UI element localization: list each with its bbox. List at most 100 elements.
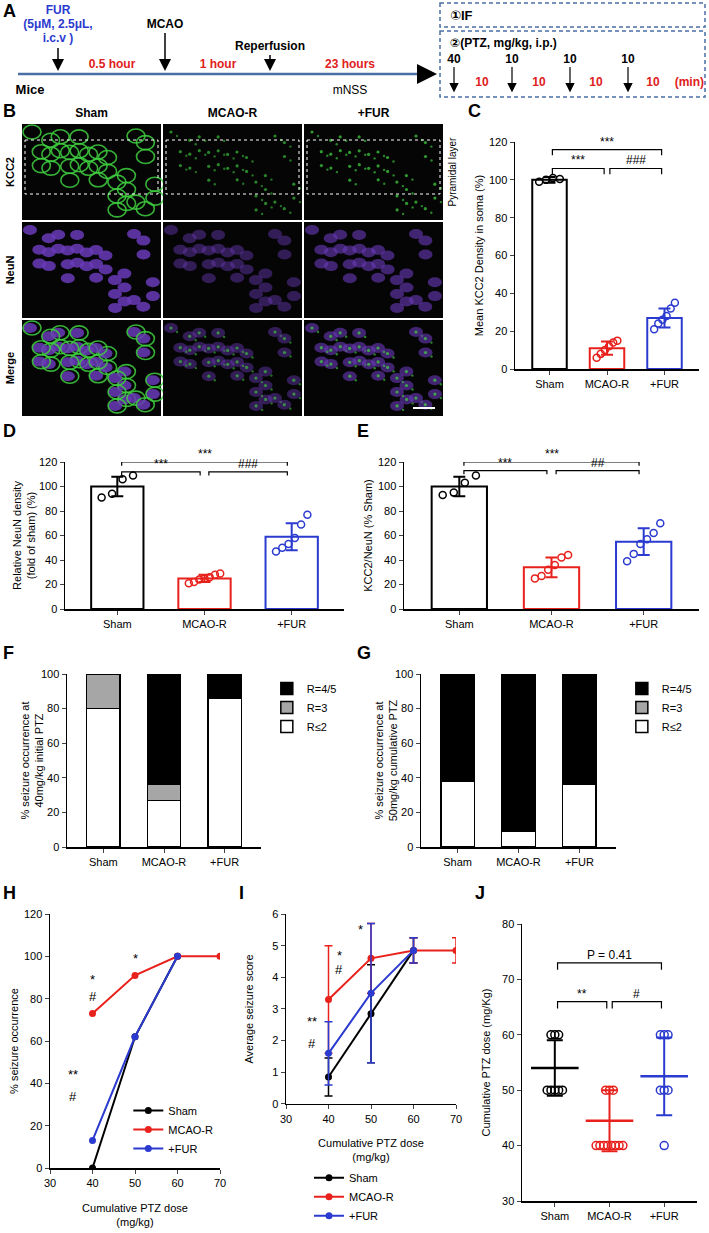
svg-text:30: 30 (280, 1113, 292, 1125)
svg-text:MCAO-R: MCAO-R (142, 856, 187, 868)
svg-text:1: 1 (272, 1066, 278, 1078)
svg-text:***: *** (545, 447, 559, 461)
svg-text:KCC2: KCC2 (4, 157, 16, 187)
svg-text:10: 10 (563, 52, 577, 66)
svg-text:40: 40 (86, 1177, 98, 1189)
svg-text:80: 80 (401, 702, 413, 714)
svg-text:100: 100 (24, 950, 42, 962)
svg-text:②(PTZ, mg/kg, i.p.): ②(PTZ, mg/kg, i.p.) (450, 36, 557, 50)
svg-text:R≤2: R≤2 (662, 721, 682, 733)
svg-text:Cumulative PTZ dose(mg/kg): Cumulative PTZ dose(mg/kg) (318, 1137, 424, 1163)
svg-text:120: 120 (489, 136, 507, 148)
svg-text:4: 4 (272, 971, 278, 983)
svg-text:5: 5 (272, 940, 278, 952)
svg-text:20: 20 (47, 806, 59, 818)
svg-text:80: 80 (45, 505, 57, 517)
svg-text:80: 80 (47, 702, 59, 714)
svg-text:Sham: Sham (443, 856, 472, 868)
svg-text:60: 60 (171, 1177, 183, 1189)
svg-text:MCAO: MCAO (147, 17, 184, 31)
svg-text:KCC2/NeuN (% Sham): KCC2/NeuN (% Sham) (362, 479, 374, 591)
svg-text:Sham: Sham (89, 856, 118, 868)
svg-text:100: 100 (395, 668, 413, 680)
svg-text:0.5 hour: 0.5 hour (89, 57, 136, 71)
svg-text:Cumulative PTZ dose(mg/kg): Cumulative PTZ dose(mg/kg) (82, 1202, 188, 1228)
svg-text:*: * (90, 972, 95, 987)
svg-text:60: 60 (45, 529, 57, 541)
svg-text:60: 60 (407, 1113, 419, 1125)
svg-text:MCAO-R: MCAO-R (208, 106, 258, 120)
svg-text:60: 60 (495, 249, 507, 261)
svg-text:FUR: FUR (46, 3, 71, 17)
svg-text:40: 40 (384, 554, 396, 566)
svg-text:MCAO-R: MCAO-R (496, 856, 541, 868)
svg-text:80: 80 (502, 918, 514, 930)
svg-text:***: *** (600, 135, 614, 149)
svg-text:Sham: Sham (540, 1210, 569, 1222)
svg-text:% seizure occurrence at40mg/kg: % seizure occurrence at40mg/kg initial P… (19, 702, 45, 820)
svg-text:70: 70 (214, 1177, 226, 1189)
svg-text:0: 0 (390, 603, 396, 615)
svg-text:80: 80 (495, 212, 507, 224)
svg-text:NeuN: NeuN (4, 256, 16, 285)
svg-text:MCAO-R: MCAO-R (585, 378, 630, 390)
svg-text:% seizure occurrence at50mg/kg: % seizure occurrence at50mg/kg cumulativ… (373, 699, 399, 821)
svg-text:10: 10 (505, 52, 519, 66)
svg-text:40: 40 (447, 52, 461, 66)
svg-text:3: 3 (272, 1003, 278, 1015)
svg-text:Average seizure score: Average seizure score (244, 954, 256, 1063)
svg-text:###: ### (626, 153, 646, 167)
svg-text:10: 10 (646, 75, 660, 89)
svg-text:+FUR: +FUR (277, 618, 306, 630)
svg-text:Mice: Mice (16, 82, 45, 97)
svg-text:MCAO-R: MCAO-R (349, 1191, 394, 1203)
svg-text:20: 20 (30, 1120, 42, 1132)
svg-text:30: 30 (502, 1195, 514, 1207)
svg-text:+FUR: +FUR (629, 618, 658, 630)
svg-text:+FUR: +FUR (168, 1143, 197, 1155)
svg-text:Sham: Sham (75, 106, 108, 120)
svg-text:***: *** (198, 447, 212, 461)
svg-text:40: 40 (322, 1113, 334, 1125)
svg-text:70: 70 (450, 1113, 462, 1125)
svg-text:Sham: Sham (103, 618, 132, 630)
svg-text:#: # (335, 962, 343, 977)
svg-text:60: 60 (384, 529, 396, 541)
svg-text:+FUR: +FUR (650, 378, 679, 390)
svg-text:#: # (89, 989, 97, 1004)
svg-text:20: 20 (45, 578, 57, 590)
svg-text:(min): (min) (675, 75, 704, 89)
svg-text:60: 60 (401, 737, 413, 749)
svg-text:(5μM, 2.5μL,: (5μM, 2.5μL, (23, 17, 92, 31)
svg-text:40: 40 (45, 554, 57, 566)
svg-text:40: 40 (401, 772, 413, 784)
svg-text:#: # (308, 1036, 316, 1051)
svg-text:***: *** (498, 456, 512, 470)
svg-text:80: 80 (384, 505, 396, 517)
svg-text:MCAO-R: MCAO-R (168, 1124, 213, 1136)
svg-text:Sham: Sham (168, 1105, 197, 1117)
svg-text:60: 60 (47, 737, 59, 749)
svg-text:①IF: ①IF (450, 8, 473, 23)
svg-text:+FUR: +FUR (565, 856, 594, 868)
svg-text:10: 10 (475, 75, 489, 89)
svg-text:Cumulative PTZ dose (mg/Kg): Cumulative PTZ dose (mg/Kg) (480, 989, 492, 1137)
svg-text:100: 100 (489, 174, 507, 186)
svg-text:###: ### (238, 457, 258, 471)
svg-text:Sham: Sham (535, 378, 564, 390)
svg-text:0: 0 (53, 841, 59, 853)
svg-text:*: * (358, 922, 363, 937)
svg-text:MCAO-R: MCAO-R (182, 618, 227, 630)
svg-text:Reperfusion: Reperfusion (235, 39, 305, 53)
svg-text:##: ## (591, 456, 605, 470)
svg-text:**: ** (307, 1014, 317, 1029)
svg-text:10: 10 (621, 52, 635, 66)
svg-text:+FUR: +FUR (349, 1210, 378, 1222)
svg-text:R=4/5: R=4/5 (307, 683, 337, 695)
svg-text:*: * (133, 951, 138, 966)
svg-text:+FUR: +FUR (650, 1210, 679, 1222)
svg-text:20: 20 (401, 806, 413, 818)
svg-text:0: 0 (501, 363, 507, 375)
svg-text:50: 50 (502, 1084, 514, 1096)
svg-text:Mean KCC2 Density in soma (%): Mean KCC2 Density in soma (%) (473, 175, 485, 336)
